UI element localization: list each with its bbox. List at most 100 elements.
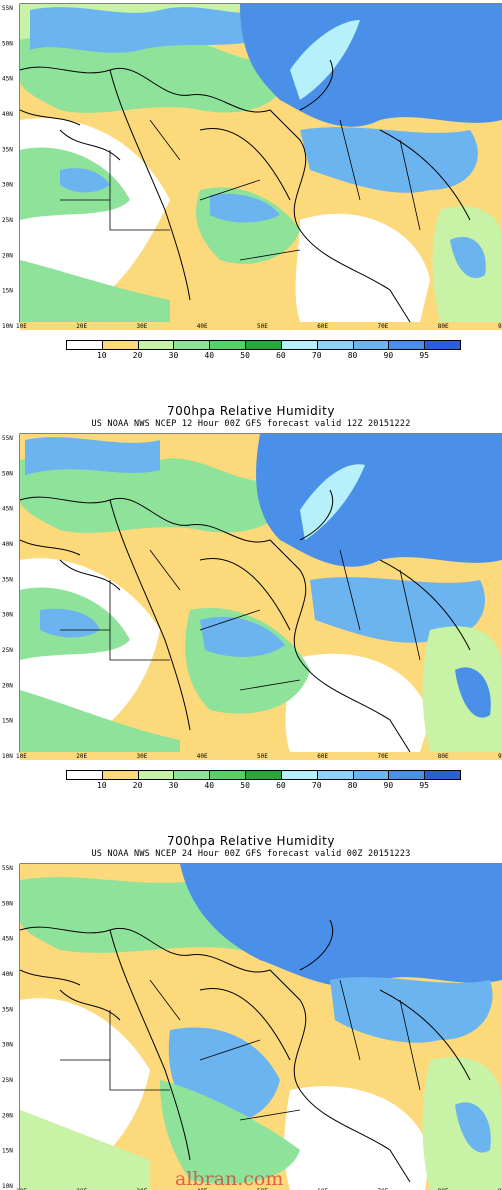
- lon-label: 50E: [257, 323, 268, 330]
- humidity-map-2: 55N 50N 45N 40N 35N 30N 25N 20N 15N 10N 10E 20E 30E 4…: [0, 430, 502, 760]
- colorbar-swatch: [101, 770, 139, 780]
- colorbar-tick: 80: [347, 351, 358, 360]
- lon-label: 20E: [76, 753, 87, 760]
- lon-label: 20E: [76, 323, 87, 330]
- lon-label: 40E: [197, 323, 208, 330]
- lat-label: 30N: [2, 182, 13, 189]
- colorbar-tick: 40: [204, 351, 215, 360]
- colorbar-swatch: [209, 770, 247, 780]
- colorbar-tick: 30: [168, 351, 179, 360]
- panel-subtitle: US NOAA NWS NCEP 24 Hour 00Z GFS forecas…: [91, 849, 411, 859]
- lat-label: 50N: [2, 40, 13, 47]
- colorbar-tick: 50: [240, 781, 250, 790]
- lat-label: 10N: [2, 1183, 13, 1190]
- forecast-panel-1: 55N 50N 45N 40N 35N 30N 25N 20N 15N 10N 10E 20E 30E 4…: [0, 0, 502, 360]
- colorbar-swatch: [101, 340, 139, 350]
- colorbar-swatch: [280, 340, 318, 350]
- lon-label: 90: [498, 323, 502, 330]
- colorbar-tick: 60: [276, 351, 286, 360]
- lat-label: 25N: [2, 1077, 13, 1084]
- lon-label: 70E: [378, 323, 389, 330]
- colorbar-swatch: [66, 340, 103, 350]
- lat-label: 55N: [2, 865, 13, 872]
- lon-label: 50E: [257, 753, 268, 760]
- colorbar-swatch: [424, 340, 461, 350]
- lat-label: 55N: [2, 5, 13, 12]
- lat-label: 15N: [2, 288, 13, 295]
- lat-label: 55N: [2, 435, 13, 442]
- colorbar-swatch: [280, 770, 318, 780]
- colorbar-tick: 90: [383, 781, 394, 790]
- watermark: albran.com: [175, 1168, 284, 1190]
- lon-label: 70E: [378, 753, 389, 760]
- colorbar-tick: 40: [204, 781, 215, 790]
- colorbar-tick: 10: [96, 781, 107, 790]
- lon-label: 60E: [317, 323, 328, 330]
- colorbar-tick: 30: [168, 781, 179, 790]
- lon-label: 10E: [16, 323, 27, 330]
- forecast-panel-2: 700hpa Relative Humidity US NOAA NWS NCE…: [0, 398, 502, 790]
- colorbar-tick: 70: [311, 781, 322, 790]
- lat-label: 35N: [2, 146, 13, 153]
- colorbar-tick: 70: [311, 351, 322, 360]
- colorbar-swatch: [245, 770, 282, 780]
- panel-title: 700hpa Relative Humidity: [167, 834, 335, 848]
- colorbar-swatch: [209, 340, 247, 350]
- lat-label: 10N: [2, 753, 13, 760]
- lat-label: 20N: [2, 1112, 13, 1119]
- lat-label: 25N: [2, 647, 13, 654]
- lon-label: 90: [498, 753, 502, 760]
- colorbar-tick: 90: [383, 351, 394, 360]
- colorbar-swatch: [173, 770, 211, 780]
- colorbar-tick: 95: [419, 781, 429, 790]
- lat-label: 40N: [2, 111, 13, 118]
- humidity-map-1: 55N 50N 45N 40N 35N 30N 25N 20N 15N 10N 10E 20E 30E 4…: [0, 0, 502, 332]
- lon-label: 80E: [438, 323, 449, 330]
- humidity-map-3: 55N50N45N40N35N30N25N20N15N10N10E20E30E4…: [0, 860, 502, 1190]
- lat-label: 40N: [2, 541, 13, 548]
- lon-label: 10E: [16, 753, 27, 760]
- lat-label: 30N: [2, 1042, 13, 1049]
- lat-label: 45N: [2, 936, 13, 943]
- lat-label: 10N: [2, 323, 13, 330]
- lat-label: 50N: [2, 900, 13, 907]
- lat-label: 20N: [2, 252, 13, 259]
- colorbar-swatch: [173, 340, 211, 350]
- colorbar-tick: 20: [132, 781, 143, 790]
- colorbar-tick: 20: [132, 351, 143, 360]
- colorbar-swatch: [137, 340, 175, 350]
- lat-label: 35N: [2, 576, 13, 583]
- lon-label: 40E: [197, 753, 208, 760]
- colorbar-tick: 10: [96, 351, 107, 360]
- lat-label: 40N: [2, 971, 13, 978]
- lat-label: 35N: [2, 1006, 13, 1013]
- lat-label: 15N: [2, 1148, 13, 1155]
- colorbar-swatch: [352, 770, 390, 780]
- colorbar-swatch: [245, 340, 282, 350]
- colorbar-swatch: [316, 340, 354, 350]
- colorbar-swatch: [388, 770, 426, 780]
- forecast-panel-3: 700hpa Relative Humidity US NOAA NWS NCE…: [0, 828, 502, 1190]
- colorbar-tick: 60: [276, 781, 286, 790]
- colorbar-2: 10 20 30 40 50 60 70 80 90 95: [66, 770, 461, 790]
- lon-label: 60E: [317, 753, 328, 760]
- lat-label: 15N: [2, 718, 13, 725]
- colorbar-swatch: [424, 770, 461, 780]
- lat-label: 45N: [2, 506, 13, 513]
- lon-label: 80E: [438, 753, 449, 760]
- colorbar-swatch: [352, 340, 390, 350]
- colorbar-swatch: [66, 770, 103, 780]
- lat-label: 30N: [2, 612, 13, 619]
- lon-label: 30E: [137, 753, 148, 760]
- panel-title: 700hpa Relative Humidity: [167, 404, 335, 418]
- lon-label: 30E: [137, 323, 148, 330]
- panel-subtitle: US NOAA NWS NCEP 12 Hour 00Z GFS forecas…: [91, 419, 411, 429]
- colorbar-1: 10 20 30 40 50 60 70 80 90 95: [66, 340, 461, 360]
- colorbar-tick: 50: [240, 351, 250, 360]
- colorbar-swatch: [388, 340, 426, 350]
- lat-label: 25N: [2, 217, 13, 224]
- lat-label: 20N: [2, 682, 13, 689]
- colorbar-swatch: [316, 770, 354, 780]
- colorbar-swatch: [137, 770, 175, 780]
- lat-label: 45N: [2, 76, 13, 83]
